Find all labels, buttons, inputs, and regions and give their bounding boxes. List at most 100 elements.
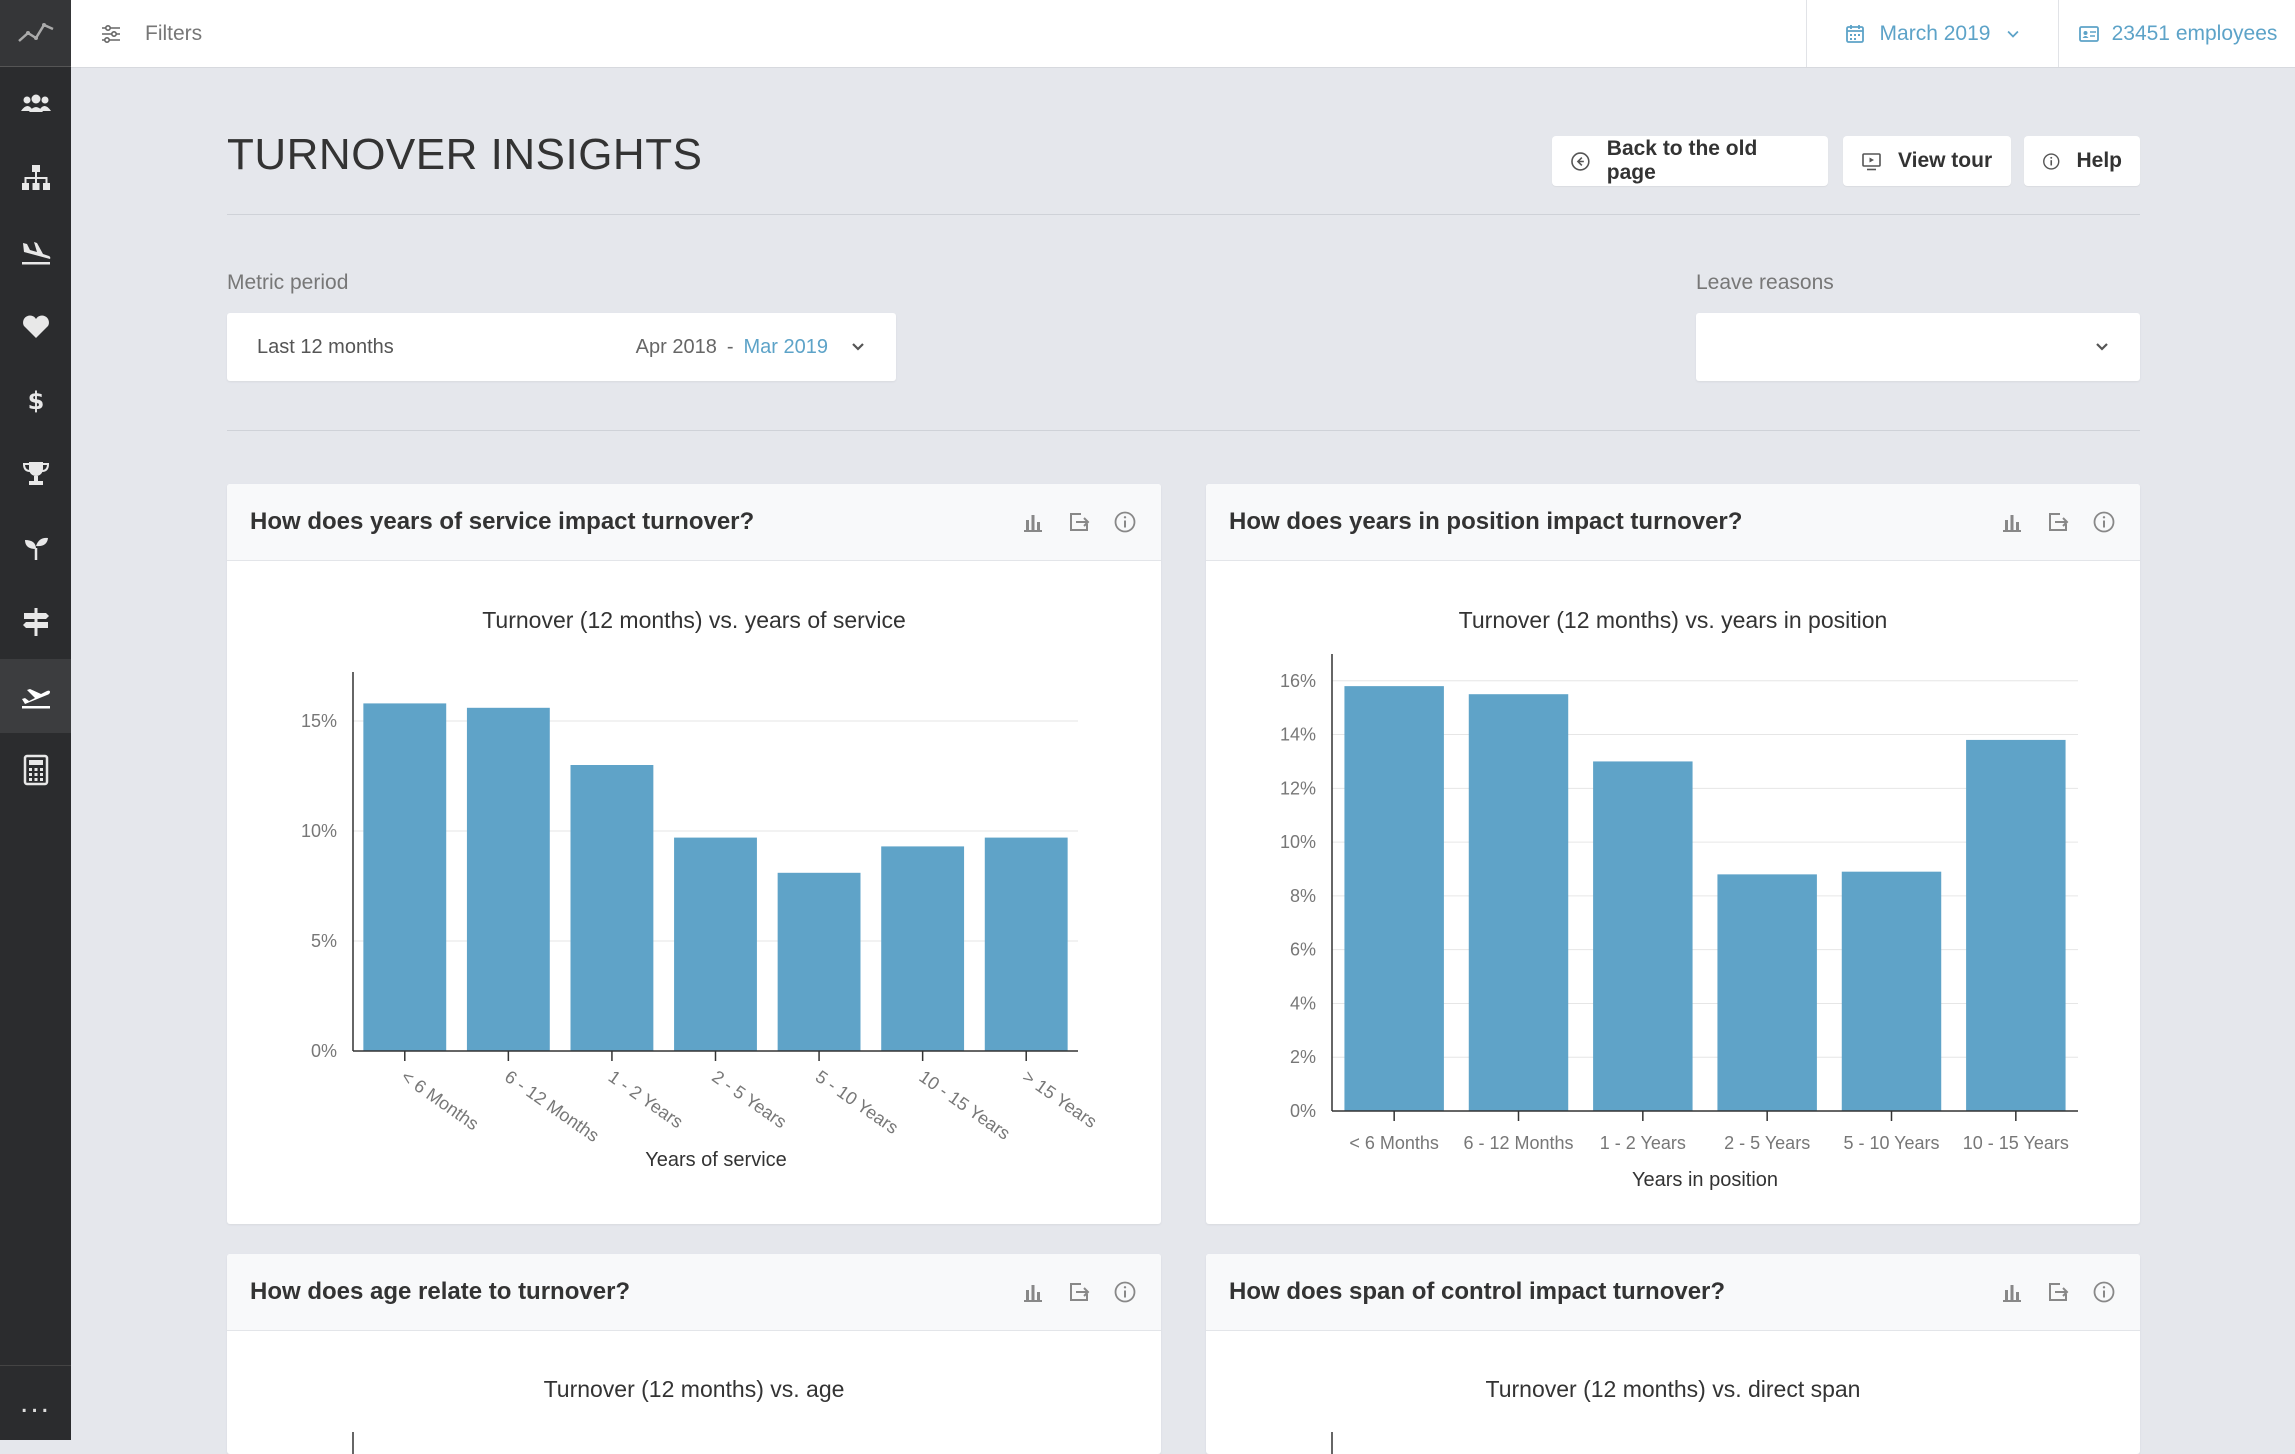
sidebar: $ ... <box>0 0 71 1440</box>
sprout-icon <box>24 537 48 560</box>
sidebar-item-performance[interactable] <box>0 437 71 511</box>
sidebar-item-people[interactable] <box>0 67 71 141</box>
trophy-icon <box>22 462 49 485</box>
chevron-down-icon <box>852 343 864 351</box>
people-icon <box>20 94 51 112</box>
sidebar-item-landing[interactable] <box>0 215 71 289</box>
view-tour-button[interactable]: View tour <box>1843 136 2011 186</box>
x-tick-label: < 6 Months <box>1349 1133 1439 1153</box>
x-tick-label: 1 - 2 Years <box>1600 1133 1686 1153</box>
help-button[interactable]: Help <box>2024 136 2140 186</box>
y-tick-label: 8% <box>1290 886 1316 906</box>
card-years-in-position: How does years in position impact turnov… <box>1206 484 2140 1224</box>
x-tick-label: < 6 Months <box>398 1066 483 1134</box>
sidebar-item-turnover[interactable] <box>0 659 71 733</box>
chart-title: Turnover (12 months) vs. age <box>543 1376 845 1402</box>
back-to-old-page-button[interactable]: Back to the old page <box>1552 136 1828 186</box>
signpost-icon <box>22 608 49 636</box>
metric-period-range: Apr 2018 - Mar 2019 <box>636 313 828 381</box>
bar-chart-icon[interactable] <box>1021 1280 1045 1304</box>
bar-chart-icon[interactable] <box>1021 510 1045 534</box>
info-icon <box>2043 152 2060 170</box>
bar <box>466 707 550 1051</box>
x-axis-title: Years of service <box>645 1149 787 1171</box>
dollar-icon: $ <box>27 387 44 415</box>
y-tick-label: 10% <box>301 821 337 841</box>
y-tick-label: 6% <box>1290 940 1316 960</box>
bar <box>570 765 654 1051</box>
info-icon[interactable] <box>1113 510 1137 534</box>
bar <box>1468 694 1569 1111</box>
export-icon[interactable] <box>2046 1280 2070 1304</box>
info-icon[interactable] <box>1113 1280 1137 1304</box>
bar <box>674 837 757 1051</box>
export-icon[interactable] <box>1067 510 1091 534</box>
y-tick-label: 12% <box>1280 778 1316 798</box>
chart-span-axis <box>1331 1432 1333 1454</box>
card-actions <box>1021 484 1137 560</box>
card-actions <box>2000 484 2116 560</box>
back-circle-icon <box>1571 151 1590 171</box>
card-actions <box>2000 1254 2116 1330</box>
metric-period-select[interactable]: Last 12 months Apr 2018 - Mar 2019 <box>227 313 896 381</box>
filters-label: Filters <box>145 21 203 45</box>
sidebar-item-calculator[interactable] <box>0 733 71 807</box>
bar <box>1593 761 1693 1111</box>
bar <box>1966 739 2066 1111</box>
sidebar-item-growth[interactable] <box>0 511 71 585</box>
sidebar-item-career[interactable] <box>0 585 71 659</box>
sliders-icon <box>102 24 120 43</box>
sidebar-item-org[interactable] <box>0 141 71 215</box>
chevron-down-icon <box>2007 30 2019 38</box>
chart-title: Turnover (12 months) vs. direct span <box>1485 1376 1861 1402</box>
view-tour-label: View tour <box>1898 149 1993 172</box>
x-tick-label: 5 - 10 Years <box>812 1066 902 1137</box>
export-icon[interactable] <box>2046 510 2070 534</box>
x-tick-label: 6 - 12 Months <box>1463 1133 1573 1153</box>
x-tick-label: 10 - 15 Years <box>915 1066 1013 1143</box>
employees-label: 23451 employees <box>2111 21 2278 45</box>
bar <box>363 703 447 1051</box>
bar-chart-icon[interactable] <box>2000 1280 2024 1304</box>
range-start: Apr 2018 <box>635 335 717 358</box>
back-button-label: Back to the old page <box>1606 137 1758 184</box>
leave-reasons-select[interactable] <box>1696 313 2140 381</box>
page-title: TURNOVER INSIGHTS <box>227 130 703 179</box>
y-tick-label: 16% <box>1280 671 1316 691</box>
info-icon[interactable] <box>2092 1280 2116 1304</box>
employees-selector[interactable]: 23451 employees <box>2058 0 2295 67</box>
card-title: How does age relate to turnover? <box>250 1278 631 1305</box>
sidebar-item-compensation[interactable]: $ <box>0 363 71 437</box>
trend-line-icon <box>17 23 54 42</box>
bar <box>1717 874 1817 1111</box>
y-tick-label: 15% <box>301 711 337 731</box>
org-chart-icon <box>21 165 50 190</box>
chevron-down-icon <box>2096 343 2108 351</box>
card-years-of-service: How does years of service impact turnove… <box>227 484 1161 1224</box>
card-age: How does age relate to turnover? Turnove… <box>227 1254 1161 1454</box>
y-tick-label: 0% <box>311 1041 337 1061</box>
x-tick-label: 1 - 2 Years <box>605 1066 687 1132</box>
date-selector[interactable]: March 2019 <box>1806 0 2059 67</box>
x-tick-label: > 15 Years <box>1019 1066 1101 1131</box>
info-icon[interactable] <box>2092 510 2116 534</box>
x-tick-label: 5 - 10 Years <box>1843 1133 1939 1153</box>
card-title: How does span of control impact turnover… <box>1229 1278 1726 1305</box>
x-tick-label: 2 - 5 Years <box>1724 1133 1810 1153</box>
bar <box>1841 871 1942 1111</box>
filters-button[interactable]: Filters <box>99 0 202 67</box>
export-icon[interactable] <box>1067 1280 1091 1304</box>
bar-chart-icon[interactable] <box>2000 510 2024 534</box>
sidebar-item-wellbeing[interactable] <box>0 289 71 363</box>
chart-years-in-position: 0% 2% 4% 6% 8% 10% 12% 14% 16% < 6 Months 6 - 12 M… <box>1280 654 2078 1191</box>
chart-age-axis <box>352 1432 354 1454</box>
y-tick-label: 0% <box>1290 1101 1316 1121</box>
play-screen-icon <box>1862 152 1881 170</box>
y-tick-label: 5% <box>311 931 337 951</box>
card-span-of-control: How does span of control impact turnover… <box>1206 1254 2140 1454</box>
sidebar-more-button[interactable]: ... <box>0 1365 71 1440</box>
sidebar-logo[interactable] <box>0 0 71 67</box>
card-title: How does years in position impact turnov… <box>1229 508 1743 535</box>
card-header: How does span of control impact turnover… <box>1206 1254 2140 1331</box>
svg-text:$: $ <box>27 387 44 415</box>
